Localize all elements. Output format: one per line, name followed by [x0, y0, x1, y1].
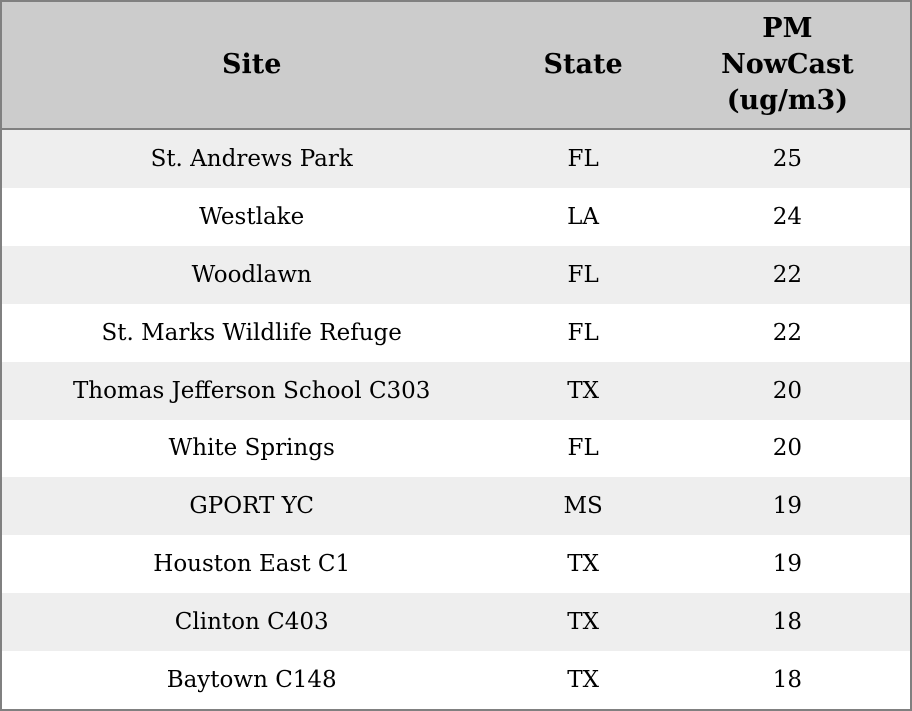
site-cell: Clinton C403 [174, 609, 329, 636]
pm-nowcast-cell: 18 [772, 609, 803, 636]
state-cell: TX [567, 551, 599, 578]
site-cell: GPORT YC [189, 493, 315, 520]
site-cell: Westlake [199, 203, 305, 230]
site-cell: St. Andrews Park [150, 145, 353, 172]
table-row: Thomas Jefferson School C303 TX 20 [2, 361, 910, 420]
column-header-site: Site [221, 49, 282, 81]
table-row: Houston East C1 TX 19 [2, 535, 910, 594]
column-header-pm-nowcast: PM NowCast (ug/m3) [721, 13, 854, 116]
pm-nowcast-cell: 25 [772, 145, 803, 172]
table-row: Westlake LA 24 [2, 187, 910, 246]
site-cell: White Springs [168, 435, 335, 462]
pm-nowcast-cell: 22 [772, 261, 803, 288]
state-cell: TX [567, 377, 599, 404]
table-row: GPORT YC MS 19 [2, 477, 910, 536]
site-cell: Houston East C1 [153, 551, 351, 578]
pm-nowcast-cell: 18 [772, 667, 803, 694]
state-cell: MS [563, 493, 603, 520]
table-row: Baytown C148 TX 18 [2, 651, 910, 710]
state-cell: LA [567, 203, 600, 230]
site-cell: Thomas Jefferson School C303 [72, 377, 431, 404]
state-cell: FL [567, 435, 599, 462]
table-row: White Springs FL 20 [2, 419, 910, 478]
table-body: St. Andrews Park FL 25 Westlake LA 24 Wo… [2, 130, 910, 710]
table-row: St. Marks Wildlife Refuge FL 22 [2, 303, 910, 362]
table-header-row: Site State PM NowCast (ug/m3) [2, 2, 910, 130]
pm-nowcast-cell: 19 [772, 493, 803, 520]
column-header-state: State [543, 49, 623, 81]
site-cell: Woodlawn [191, 261, 312, 288]
table-row: Clinton C403 TX 18 [2, 593, 910, 652]
pm-nowcast-cell: 19 [772, 551, 803, 578]
state-cell: TX [567, 609, 599, 636]
pm-nowcast-cell: 24 [772, 203, 803, 230]
state-cell: FL [567, 145, 599, 172]
table-row: St. Andrews Park FL 25 [2, 130, 910, 188]
table-row: Woodlawn FL 22 [2, 245, 910, 304]
site-cell: St. Marks Wildlife Refuge [101, 319, 402, 346]
pm-nowcast-cell: 22 [772, 319, 803, 346]
state-cell: FL [567, 261, 599, 288]
state-cell: FL [567, 319, 599, 346]
pm-nowcast-cell: 20 [772, 377, 803, 404]
pm-nowcast-cell: 20 [772, 435, 803, 462]
site-cell: Baytown C148 [166, 667, 337, 694]
state-cell: TX [567, 667, 599, 694]
